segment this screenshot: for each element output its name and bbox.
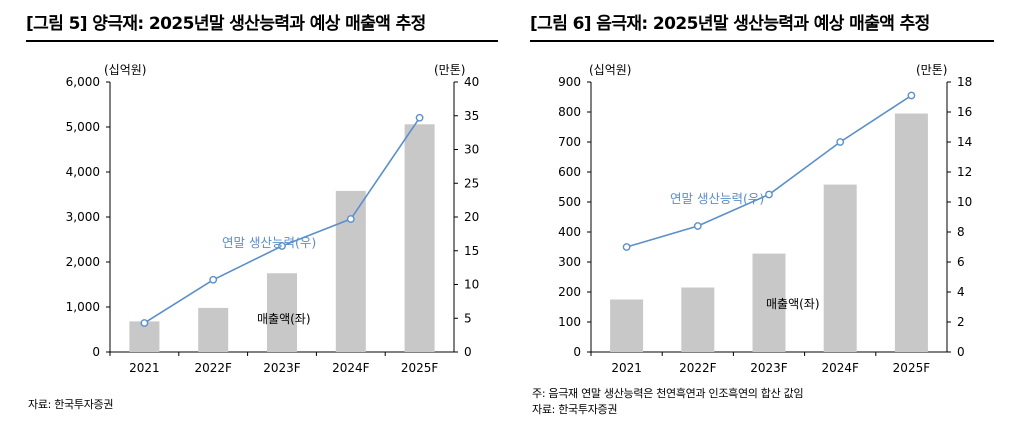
y-tick-label-left: 900	[558, 75, 581, 89]
x-tick-label: 2021	[611, 361, 642, 375]
y-tick-label-right: 10	[957, 195, 972, 209]
bar-sales	[823, 184, 857, 352]
point-capacity	[415, 113, 424, 122]
y-tick-label-right: 20	[464, 210, 479, 224]
y-tick-label-right: 18	[957, 75, 972, 89]
y-tick-label-left: 6,000	[66, 75, 100, 89]
x-tick-label: 2022F	[679, 361, 717, 375]
y-tick-label-right: 6	[957, 255, 965, 269]
point-capacity	[278, 242, 286, 250]
series-label-sales: 매출액(좌)	[766, 297, 820, 311]
y-tick-label-left: 0	[92, 345, 100, 359]
x-tick-label: 2021	[129, 361, 160, 375]
y-tick-label-left: 700	[558, 135, 581, 149]
series-label-sales: 매출액(좌)	[257, 312, 311, 326]
series-label-capacity: 연말 생산능력(우)	[670, 191, 764, 206]
bar-sales	[335, 190, 366, 352]
y-tick-label-right: 0	[464, 345, 472, 359]
y-tick-label-right: 12	[957, 165, 972, 179]
y-tick-label-left: 300	[558, 255, 581, 269]
bar-sales	[894, 113, 928, 352]
point-capacity	[836, 138, 845, 146]
cathode-panel: [그림 5] 양극재: 2025년말 생산능력과 예상 매출액 추정 0 1,00…	[26, 0, 501, 430]
bar-sales	[610, 299, 644, 352]
line-capacity	[626, 94, 912, 248]
point-capacity	[140, 319, 149, 327]
y-tick-label-left: 800	[558, 105, 581, 119]
y-tick-label-left: 0	[573, 345, 581, 359]
point-capacity	[346, 215, 355, 223]
point-capacity	[209, 275, 218, 284]
y-unit-right: (만톤)	[434, 63, 465, 77]
y-tick-label-right: 16	[957, 105, 972, 119]
source-note: 자료: 한국투자증권	[532, 403, 618, 416]
point-capacity	[907, 91, 916, 100]
point-capacity	[622, 243, 631, 251]
title-rule	[26, 40, 498, 42]
y-tick-label-right: 0	[957, 345, 965, 359]
x-tick-label: 2022F	[194, 361, 232, 375]
x-tick-label: 2023F	[750, 361, 788, 375]
y-tick-label-left: 500	[558, 195, 581, 209]
y-tick-label-right: 8	[957, 225, 965, 239]
bar-sales	[267, 273, 297, 352]
anode-chart: 0 100 200 300 400 500 600 700 800 900 0 2 4 6 8 10 12 14 1…	[558, 63, 972, 375]
footnote: 주: 음극재 연말 생산능력은 천연흑연과 인조흑연의 합산 값임	[532, 387, 804, 400]
x-tick-label: 2024F	[821, 361, 859, 375]
y-tick-label-right: 10	[464, 278, 479, 292]
y-tick-label-right: 40	[464, 75, 479, 89]
y-tick-label-right: 4	[957, 285, 965, 299]
x-tick-label: 2024F	[332, 361, 370, 375]
bar-sales	[681, 287, 715, 352]
cathode-chart: 01,0002,0003,0004,0005,0006,000051015202…	[66, 63, 480, 375]
y-tick-label-right: 14	[957, 135, 972, 149]
x-tick-label: 2025F	[401, 361, 439, 375]
y-tick-label-left: 3,000	[66, 210, 100, 224]
title-rule	[530, 40, 994, 42]
y-tick-label-left: 200	[558, 285, 581, 299]
y-unit-left: (십억원)	[104, 63, 146, 77]
series-label-capacity: 연말 생산능력(우)	[222, 235, 316, 250]
y-tick-label-right: 35	[464, 109, 479, 123]
y-unit-right: (만톤)	[916, 63, 947, 77]
point-capacity	[693, 222, 702, 230]
panel-title: [그림 6] 음극재: 2025년말 생산능력과 예상 매출액 추정	[530, 14, 930, 34]
x-tick-label: 2025F	[893, 361, 931, 375]
y-tick-label-left: 1,000	[66, 300, 100, 314]
y-tick-label-left: 100	[558, 315, 581, 329]
y-tick-label-right: 30	[464, 143, 479, 157]
y-tick-label-left: 2,000	[66, 255, 100, 269]
y-tick-label-right: 5	[464, 311, 472, 325]
bar-sales	[404, 124, 435, 352]
bar-sales	[198, 307, 229, 352]
y-tick-label-right: 15	[464, 244, 479, 258]
x-tick-label: 2023F	[263, 361, 301, 375]
panel-title: [그림 5] 양극재: 2025년말 생산능력과 예상 매출액 추정	[26, 14, 426, 34]
y-tick-label-left: 400	[558, 225, 581, 239]
anode-panel: [그림 6] 음극재: 2025년말 생산능력과 예상 매출액 추정 0 100 2…	[530, 0, 1005, 430]
y-tick-label-right: 2	[957, 315, 965, 329]
y-tick-label-left: 5,000	[66, 120, 100, 134]
bar-sales	[752, 253, 786, 352]
y-tick-label-right: 25	[464, 176, 479, 190]
y-unit-left: (십억원)	[589, 63, 631, 77]
y-tick-label-left: 4,000	[66, 165, 100, 179]
point-capacity	[765, 190, 773, 199]
source-note: 자료: 한국투자증권	[28, 398, 114, 411]
y-tick-label-left: 600	[558, 165, 581, 179]
